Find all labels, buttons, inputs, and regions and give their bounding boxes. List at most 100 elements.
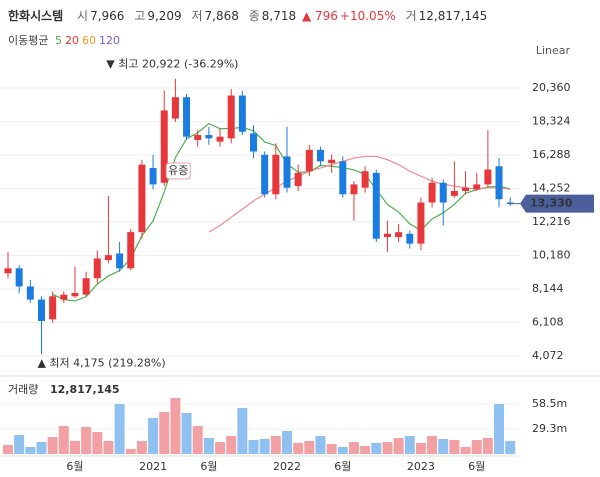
candle-body bbox=[383, 233, 391, 238]
volume-bar bbox=[326, 444, 337, 454]
volume-bar bbox=[237, 408, 248, 454]
label: 시 bbox=[77, 9, 89, 23]
event-box bbox=[165, 162, 191, 180]
candle-body bbox=[138, 164, 146, 233]
volume-bar bbox=[393, 438, 404, 454]
volume-bar bbox=[471, 439, 482, 454]
change: ▲ 796 bbox=[301, 9, 338, 23]
volume-bar bbox=[103, 441, 114, 454]
volume-bar bbox=[360, 445, 371, 454]
candle-body bbox=[227, 95, 235, 139]
label: 거 bbox=[405, 9, 417, 23]
volume-bar bbox=[114, 404, 125, 454]
candle-body bbox=[15, 268, 23, 287]
scale-mode[interactable]: Linear bbox=[535, 44, 570, 57]
ma-item[interactable]: 5 bbox=[54, 34, 62, 47]
volume-bar bbox=[248, 439, 259, 454]
candle-body bbox=[261, 154, 269, 195]
volume-bar bbox=[282, 431, 292, 454]
candle-body bbox=[506, 202, 514, 204]
y-tick-label: 4,072 bbox=[532, 349, 564, 362]
volume-bar bbox=[505, 441, 516, 454]
candle-body bbox=[283, 156, 291, 188]
volume-bar bbox=[482, 438, 493, 454]
volume-bar bbox=[25, 446, 36, 454]
candle-body bbox=[395, 232, 403, 238]
candle-body bbox=[406, 233, 414, 244]
x-tick-label: 6월 bbox=[334, 460, 351, 473]
y-tick-label: 8,144 bbox=[532, 282, 564, 295]
candle-body bbox=[417, 202, 425, 244]
candle-body bbox=[194, 135, 202, 140]
candle-body bbox=[205, 135, 213, 139]
value: 8,718 bbox=[261, 9, 297, 23]
volume-bar bbox=[192, 425, 203, 454]
volume-label: 거래량 bbox=[8, 383, 38, 396]
volume-bar bbox=[404, 435, 415, 454]
price-tag-label: 13,330 bbox=[530, 197, 573, 210]
candle-body bbox=[250, 133, 258, 152]
candle-body bbox=[316, 149, 324, 162]
annotation-high: ▼ 최고 20,922 (-36.29%) bbox=[106, 58, 238, 71]
candle-body bbox=[439, 182, 447, 203]
x-tick-label: 2021 bbox=[139, 460, 167, 473]
value: 12,817,145 bbox=[418, 9, 488, 23]
ma-line bbox=[208, 155, 511, 233]
candle-body bbox=[272, 154, 280, 195]
y-tick-label: 6,108 bbox=[532, 316, 564, 329]
ma-legend: 이동평균 5 20 60 120 bbox=[8, 32, 123, 48]
volume-bar bbox=[159, 412, 170, 454]
volume-bar bbox=[449, 439, 460, 454]
x-tick-label: 2023 bbox=[407, 460, 435, 473]
y-tick-label: 18,324 bbox=[532, 114, 571, 127]
candle-body bbox=[4, 268, 12, 274]
candle-body bbox=[339, 161, 347, 195]
volume-bar bbox=[69, 441, 80, 454]
candle-body bbox=[127, 232, 135, 269]
candle-body bbox=[183, 97, 191, 137]
volume-bar bbox=[148, 418, 159, 454]
stock-name: 한화시스템 bbox=[8, 9, 64, 23]
volume-bar bbox=[415, 442, 426, 454]
ma-line bbox=[52, 122, 511, 302]
volume-bar bbox=[382, 442, 393, 454]
candle-body bbox=[372, 172, 380, 239]
volume-bar bbox=[494, 404, 505, 454]
volume-bar bbox=[14, 435, 25, 454]
y-tick-label: 10,180 bbox=[532, 248, 571, 261]
candle-body bbox=[26, 286, 34, 300]
volume-bar bbox=[259, 438, 270, 454]
x-tick-label: 6월 bbox=[468, 460, 485, 473]
candle-body bbox=[71, 293, 79, 297]
volume-tick-label: 29.3m bbox=[532, 422, 567, 435]
candle-body bbox=[160, 110, 168, 183]
candle-body bbox=[328, 159, 336, 164]
label: 종 bbox=[248, 9, 260, 23]
y-tick-label: 12,216 bbox=[532, 215, 571, 228]
candle-body bbox=[361, 171, 369, 188]
volume-bar bbox=[58, 425, 69, 454]
event-label: 유증 bbox=[168, 164, 188, 177]
volume-bar bbox=[427, 435, 438, 454]
candle-body bbox=[428, 182, 436, 203]
volume-tick-label: 58.5m bbox=[532, 397, 567, 410]
ma-item[interactable]: 120 bbox=[98, 34, 120, 47]
volume-bar bbox=[438, 438, 449, 454]
candle-body bbox=[149, 167, 157, 185]
volume-bar bbox=[337, 446, 348, 454]
candle-body bbox=[484, 169, 492, 185]
x-tick-label: 2022 bbox=[273, 460, 301, 473]
candle-body bbox=[116, 253, 124, 269]
volume-total: 12,817,145 bbox=[50, 383, 120, 396]
ma-item[interactable]: 20 bbox=[64, 34, 79, 47]
volume-bar bbox=[81, 426, 92, 454]
label: 저 bbox=[191, 9, 203, 23]
candle-body bbox=[216, 136, 224, 142]
candle-body bbox=[462, 187, 470, 191]
candle-body bbox=[60, 294, 68, 300]
ma-item[interactable]: 60 bbox=[81, 34, 96, 47]
volume-bar bbox=[226, 435, 237, 454]
volume-bar bbox=[348, 442, 359, 454]
